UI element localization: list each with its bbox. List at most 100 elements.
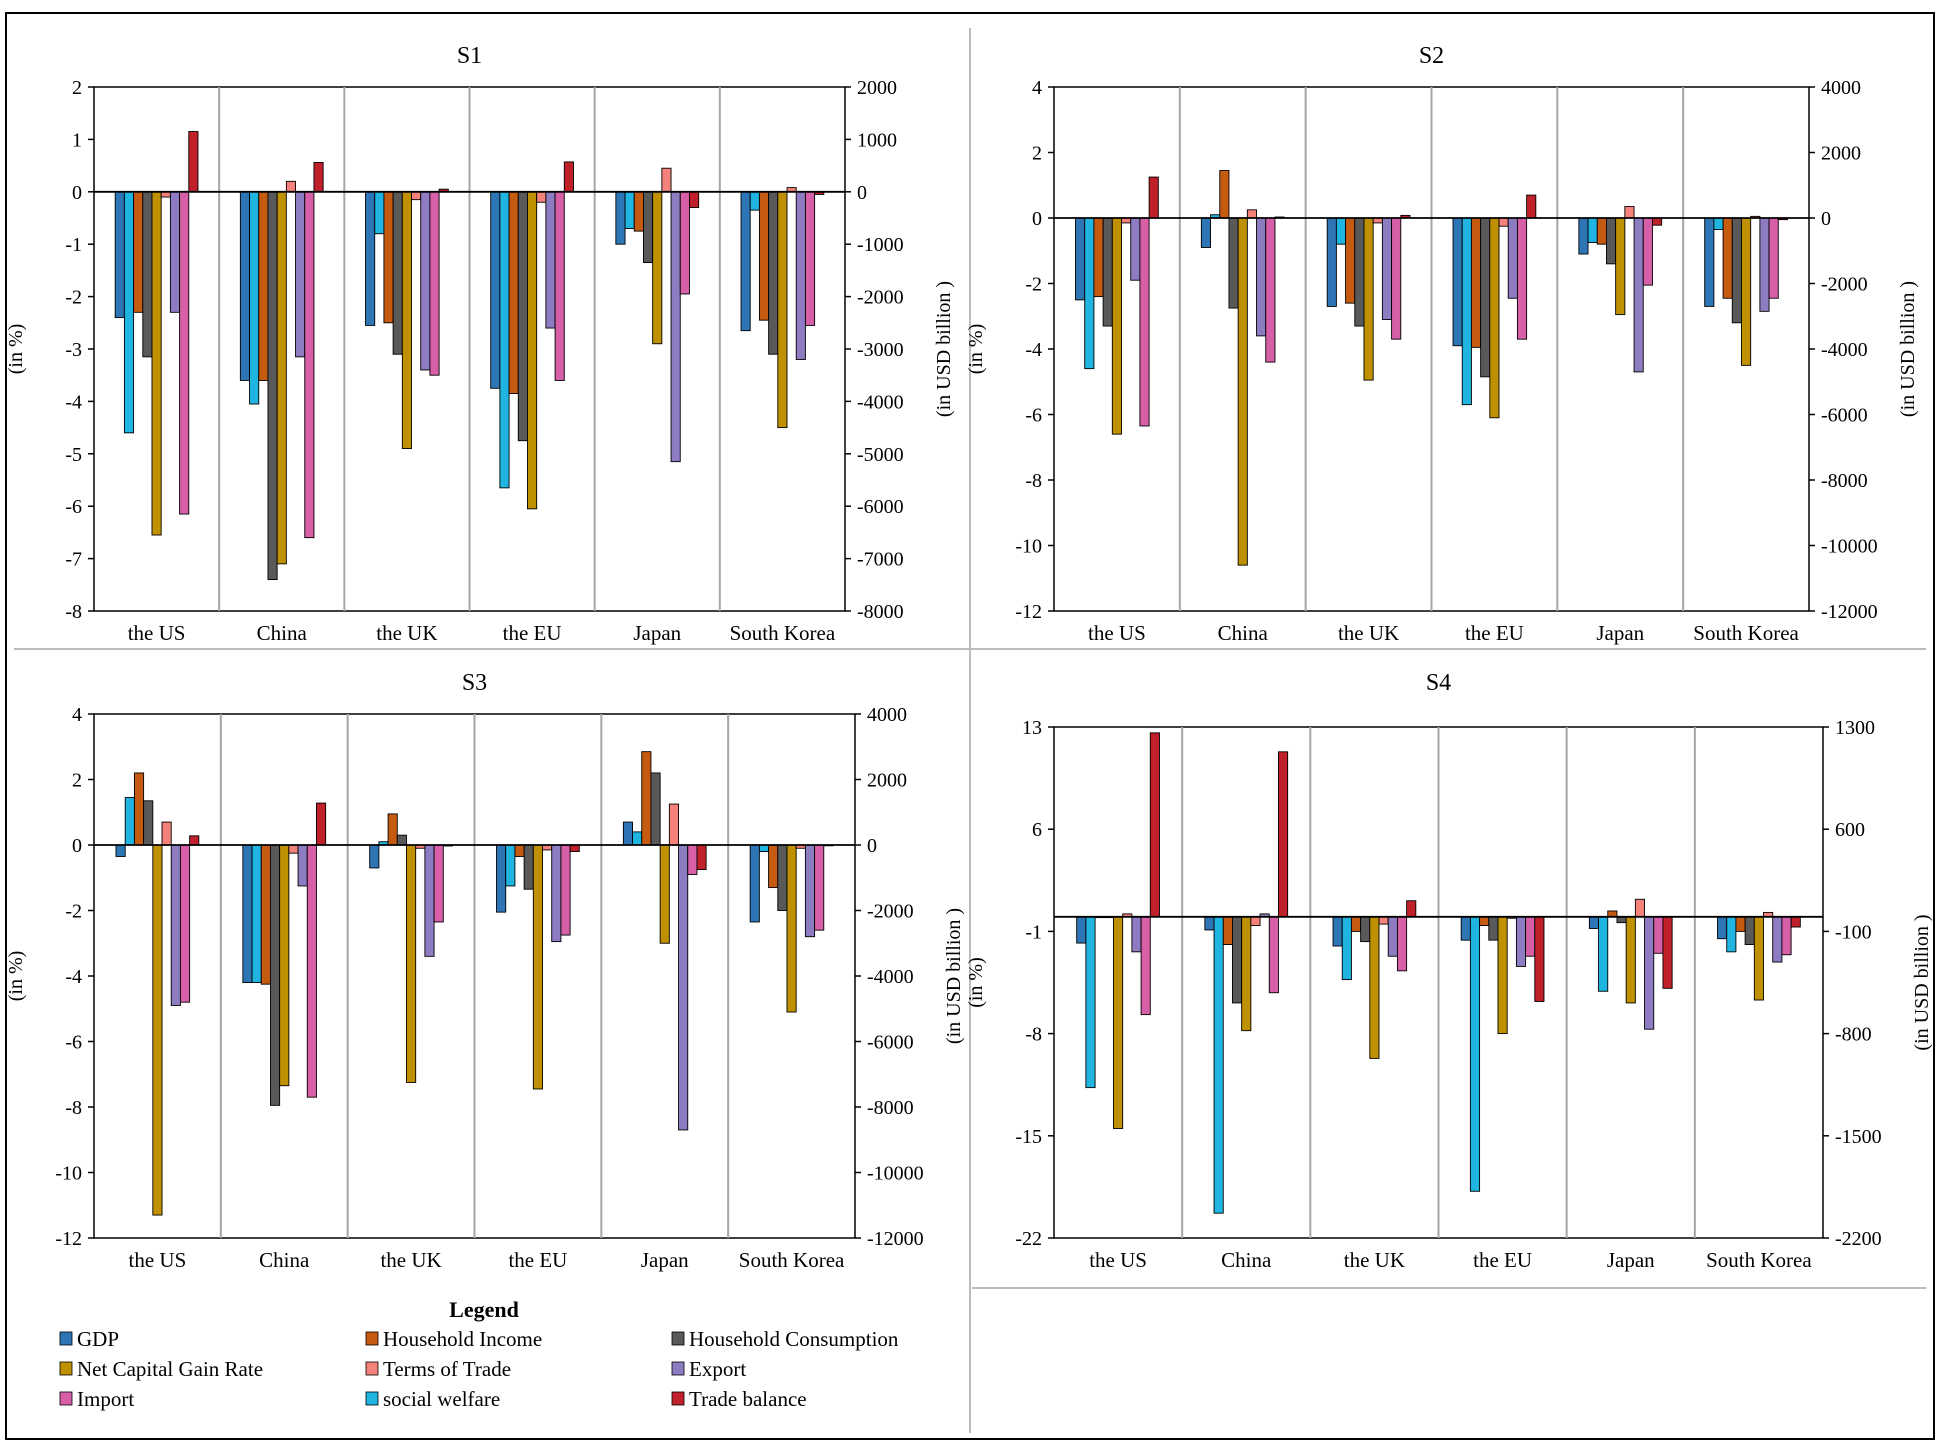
bar-household-consumption-the-us xyxy=(142,191,153,358)
y-tick-label: -2 xyxy=(65,287,82,309)
bar-import-china xyxy=(304,191,315,539)
bar-import-japan xyxy=(679,191,690,295)
bar-net-capital-gain-rate-the-eu xyxy=(527,191,538,510)
bar-household-consumption-the-eu xyxy=(1480,217,1491,378)
y-tick-label: -15 xyxy=(1015,1126,1042,1148)
legend-label-import: Import xyxy=(77,1387,134,1411)
bar-terms-of-trade-japan xyxy=(668,803,679,846)
bar-net-capital-gain-rate-the-uk xyxy=(1363,217,1374,381)
bar-terms-of-trade-the-uk xyxy=(411,191,422,201)
x-tick-label: South Korea xyxy=(1693,621,1799,645)
x-tick-label: the UK xyxy=(376,621,437,645)
bar-social-welfare-the-eu xyxy=(505,844,516,887)
y2-tick-label: -3000 xyxy=(857,339,904,361)
bar-net-capital-gain-rate-japan xyxy=(659,844,670,944)
bar-household-income-the-eu xyxy=(1470,217,1482,348)
y2-tick-label: -5000 xyxy=(857,444,904,466)
bar-net-capital-gain-rate-the-us xyxy=(1111,217,1122,435)
bar-trade-balance-china xyxy=(316,802,327,846)
bar-social-welfare-the-uk xyxy=(374,191,385,235)
y-tick-label: -12 xyxy=(1015,601,1042,623)
bar-gdp-south-korea xyxy=(1704,217,1715,307)
bar-export-the-us xyxy=(169,191,181,313)
y2-axis-label: (in USD billion ) xyxy=(943,908,965,1044)
bar-net-capital-gain-rate-china xyxy=(276,191,287,565)
bar-household-consumption-the-uk xyxy=(1354,217,1365,327)
bar-gdp-the-eu xyxy=(496,844,507,913)
legend: Legend GDP Household Income Household Cons… xyxy=(59,1297,899,1411)
y2-tick-label: -1000 xyxy=(857,234,904,256)
bar-household-consumption-japan xyxy=(643,191,654,263)
y2-tick-label: -6000 xyxy=(1821,405,1868,427)
bar-social-welfare-the-eu xyxy=(1461,217,1472,406)
bar-household-consumption-china xyxy=(270,844,281,1106)
y-tick-label: -1 xyxy=(65,234,82,256)
bar-net-capital-gain-rate-the-uk xyxy=(1369,916,1380,1059)
y-tick-label: 1 xyxy=(72,129,82,151)
bar-export-china xyxy=(295,191,306,358)
y-tick-label: 0 xyxy=(1032,208,1042,230)
bar-household-consumption-china xyxy=(267,191,278,581)
bar-gdp-japan xyxy=(1578,217,1589,255)
bar-import-china xyxy=(306,844,317,1098)
bar-gdp-the-uk xyxy=(365,191,376,326)
bar-net-capital-gain-rate-the-uk xyxy=(406,844,417,1083)
y2-tick-label: -10000 xyxy=(1821,536,1878,558)
bar-gdp-the-eu xyxy=(1452,217,1463,347)
x-tick-label: the US xyxy=(129,1248,187,1272)
bar-household-consumption-the-eu xyxy=(1488,916,1499,941)
bar-import-the-uk xyxy=(429,191,440,376)
y-tick-label: 0 xyxy=(72,182,82,204)
bar-import-japan xyxy=(1653,916,1664,954)
y2-tick-label: -4000 xyxy=(867,966,914,988)
y2-tick-label: -100 xyxy=(1835,921,1872,943)
chart-title: S1 xyxy=(457,43,482,69)
bar-trade-balance-the-us xyxy=(1148,176,1159,219)
x-tick-label: Japan xyxy=(1596,621,1644,645)
y-tick-label: -10 xyxy=(55,1163,82,1185)
y-tick-label: -4 xyxy=(1025,339,1042,361)
bar-trade-balance-the-eu xyxy=(563,161,574,193)
bar-import-the-us xyxy=(179,191,190,515)
bar-terms-of-trade-japan xyxy=(1634,898,1645,918)
bar-household-income-south-korea xyxy=(1722,217,1733,299)
bar-household-income-the-uk xyxy=(1350,916,1362,932)
bar-household-consumption-south-korea xyxy=(1744,916,1755,945)
bar-gdp-the-eu xyxy=(1460,916,1471,941)
bar-export-the-us xyxy=(170,844,181,1006)
legend-label-gdp: GDP xyxy=(77,1327,119,1351)
bar-social-welfare-south-korea xyxy=(758,844,770,852)
x-tick-label: the US xyxy=(1089,1248,1147,1272)
bar-gdp-japan xyxy=(615,191,626,245)
bar-household-income-the-eu xyxy=(514,844,525,857)
y2-tick-label: 600 xyxy=(1835,819,1865,841)
bar-household-consumption-china xyxy=(1231,916,1243,1004)
bar-import-south-korea xyxy=(1781,916,1792,956)
bar-household-consumption-south-korea xyxy=(777,844,788,911)
y-tick-label: 2 xyxy=(1032,143,1042,165)
panel-s4: S4 13 6 -1 -8 -15 -22 1300 600 -100 -800 -1500 -2200… xyxy=(965,670,1933,1272)
y-tick-label: -4 xyxy=(65,391,82,413)
bar-export-the-uk xyxy=(424,844,435,957)
bar-household-income-south-korea xyxy=(758,191,770,321)
bar-household-consumption-the-uk xyxy=(396,834,407,846)
y-tick-label: 0 xyxy=(72,835,82,857)
bar-net-capital-gain-rate-the-eu xyxy=(1489,217,1500,419)
x-tick-label: South Korea xyxy=(730,621,836,645)
y2-tick-label: 2000 xyxy=(1821,143,1861,165)
x-tick-label: the EU xyxy=(1465,621,1524,645)
bar-gdp-the-uk xyxy=(1332,916,1343,947)
bar-social-welfare-the-eu xyxy=(499,191,510,489)
bar-gdp-china xyxy=(239,191,251,381)
bar-trade-balance-china xyxy=(1277,751,1289,918)
bar-social-welfare-china xyxy=(1213,916,1224,1214)
bar-net-capital-gain-rate-south-korea xyxy=(1741,217,1752,366)
bar-gdp-the-us xyxy=(114,191,125,319)
y-tick-label: 2 xyxy=(72,77,82,99)
bar-social-welfare-japan xyxy=(624,191,635,229)
bar-household-consumption-the-eu xyxy=(523,844,534,890)
y2-tick-label: 1000 xyxy=(857,129,897,151)
y2-tick-label: 0 xyxy=(1821,208,1831,230)
y-tick-label: -6 xyxy=(65,496,82,518)
y-tick-label: 13 xyxy=(1022,717,1042,739)
